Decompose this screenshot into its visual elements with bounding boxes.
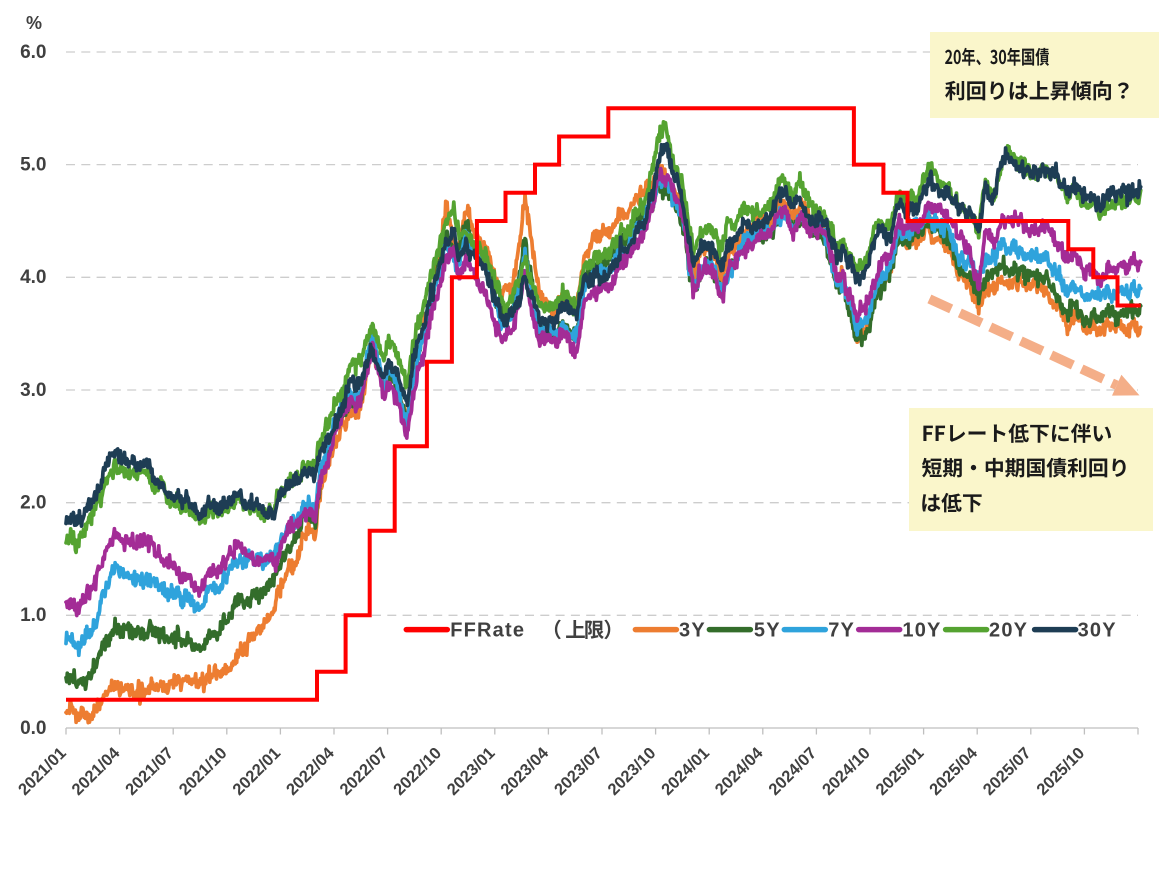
svg-text:30Y: 30Y [1078, 620, 1117, 642]
svg-text:3.0: 3.0 [20, 380, 46, 401]
svg-text:1.0: 1.0 [20, 605, 46, 626]
svg-text:5Y: 5Y [754, 620, 781, 642]
svg-text:10Y: 10Y [902, 620, 941, 642]
svg-text:20Y: 20Y [989, 620, 1028, 642]
svg-text:5.0: 5.0 [20, 155, 46, 176]
svg-text:3Y: 3Y [679, 620, 706, 642]
svg-text:0.0: 0.0 [20, 718, 46, 739]
svg-text:7Y: 7Y [828, 620, 855, 642]
svg-text:%: % [26, 13, 42, 33]
svg-text:FFRate: FFRate [450, 620, 525, 642]
svg-text:2.0: 2.0 [20, 493, 46, 514]
svg-text:4.0: 4.0 [20, 267, 46, 288]
svg-text:6.0: 6.0 [20, 42, 46, 63]
